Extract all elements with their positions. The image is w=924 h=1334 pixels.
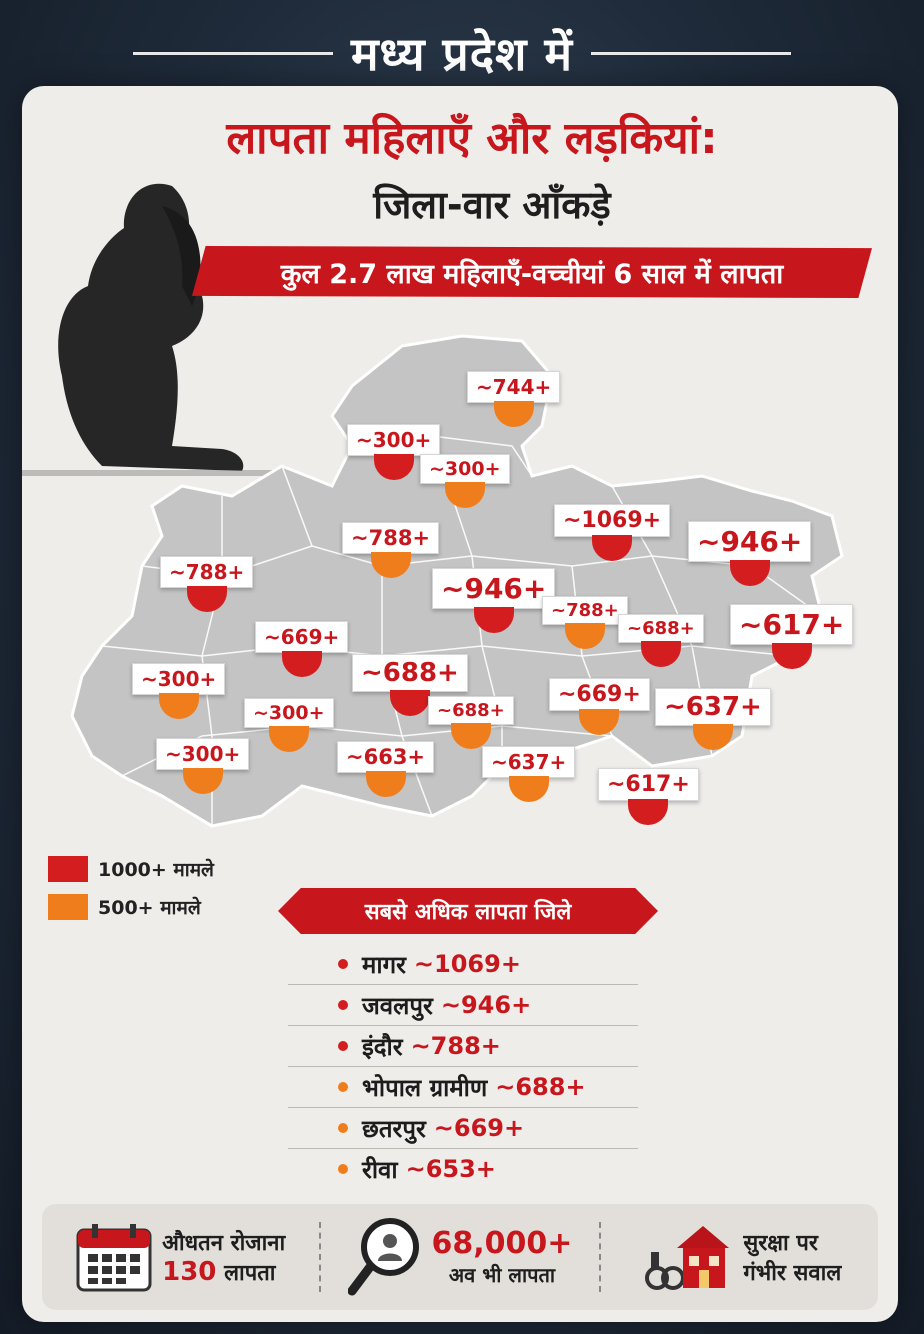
legend-label: 500+ मामले	[98, 897, 201, 919]
top-districts-heading: सबसे अधिक लापता जिले	[278, 888, 658, 934]
district-badge: ~946+	[432, 568, 556, 633]
district-badge: ~788+	[342, 522, 440, 578]
footer-divider	[598, 1222, 601, 1292]
list-item: इंदौर ~788+	[288, 1026, 638, 1067]
district-badge: ~669+	[549, 678, 650, 735]
mp-map: ~744+ ~300+ ~300+ ~1069+ ~946+ ~788+ ~78…	[52, 316, 882, 876]
top-title-bar: मध्य प्रदेश में	[0, 18, 924, 88]
legend-swatch-red	[48, 856, 88, 882]
list-item: रीवा ~653+	[288, 1149, 638, 1189]
list-item: मागर ~1069+	[288, 944, 638, 985]
legend-item-orange: 500+ मामले	[48, 894, 214, 920]
stat-safety: सुरक्षा पर गंभीर सवाल	[601, 1204, 878, 1310]
total-banner: कुल 2.7 लाख महिलाएँ-वच्चीयां 6 साल में ल…	[192, 246, 872, 298]
still-missing-value: 68,000+	[431, 1226, 573, 1261]
district-badge: ~688+	[428, 696, 514, 749]
house-icon	[645, 1226, 730, 1290]
still-missing-label: अव भी लापता	[448, 1263, 556, 1287]
district-badge: ~300+	[244, 698, 334, 752]
footer-divider	[319, 1222, 322, 1292]
district-badge: ~300+	[132, 663, 226, 719]
district-badge: ~637+	[655, 688, 771, 750]
list-item: भोपाल ग्रामीण ~688+	[288, 1067, 638, 1108]
district-badge: ~617+	[730, 604, 854, 669]
legend: 1000+ मामले 500+ मामले	[48, 856, 214, 932]
stat-daily: औधतन रोजाना 130 लापता	[42, 1204, 319, 1310]
district-badge: ~669+	[255, 621, 349, 677]
bullet-dot	[338, 1123, 348, 1133]
legend-item-red: 1000+ मामले	[48, 856, 214, 882]
district-badge: ~688+	[618, 614, 704, 667]
list-item: छतरपुर ~669+	[288, 1108, 638, 1149]
legend-swatch-orange	[48, 894, 88, 920]
district-badge: ~300+	[156, 738, 250, 794]
headline: लापता महिलाएँ और लड़कियां:	[226, 113, 718, 164]
district-badge: ~637+	[482, 746, 576, 802]
bullet-dot	[338, 1082, 348, 1092]
bullet-dot	[338, 1000, 348, 1010]
bullet-dot	[338, 1164, 348, 1174]
daily-value: 130	[162, 1257, 217, 1287]
district-badge: ~788+	[160, 556, 254, 612]
calendar-icon	[76, 1224, 152, 1292]
safety-line1: सुरक्षा पर	[743, 1231, 818, 1256]
magnifier-icon	[347, 1218, 419, 1296]
daily-label: औधतन रोजाना	[162, 1231, 286, 1256]
district-badge: ~1069+	[554, 504, 671, 561]
woman-silhouette-icon	[22, 183, 282, 476]
top-districts-list: मागर ~1069+ जवलपुर ~946+ इंदौर ~788+ भोपाल …	[288, 944, 638, 1189]
top-title: मध्य प्रदेश में	[351, 27, 573, 81]
title-rule-left	[133, 51, 334, 55]
footer-stats: औधतन रोजाना 130 लापता 68,000+ अव भी लापत…	[42, 1204, 878, 1310]
district-badge: ~744+	[467, 371, 561, 427]
title-rule-right	[590, 51, 791, 55]
district-badge: ~663+	[337, 741, 435, 797]
subhead: जिला-वार आँकड़े	[373, 183, 611, 227]
legend-label: 1000+ मामले	[98, 859, 214, 881]
district-badge: ~300+	[347, 424, 441, 480]
district-badge: ~617+	[598, 768, 699, 825]
district-badge: ~688+	[352, 654, 468, 716]
daily-suffix: लापता	[224, 1261, 276, 1286]
bullet-dot	[338, 1041, 348, 1051]
info-card: लापता महिलाएँ और लड़कियां: जिला-वार आँकड…	[22, 86, 898, 1322]
district-badge: ~946+	[688, 521, 812, 586]
district-badge: ~788+	[542, 596, 628, 649]
list-item: जवलपुर ~946+	[288, 985, 638, 1026]
bullet-dot	[338, 959, 348, 969]
district-badge: ~300+	[420, 454, 510, 508]
stat-still-missing: 68,000+ अव भी लापता	[321, 1204, 598, 1310]
safety-line2: गंभीर सवाल	[743, 1261, 842, 1286]
